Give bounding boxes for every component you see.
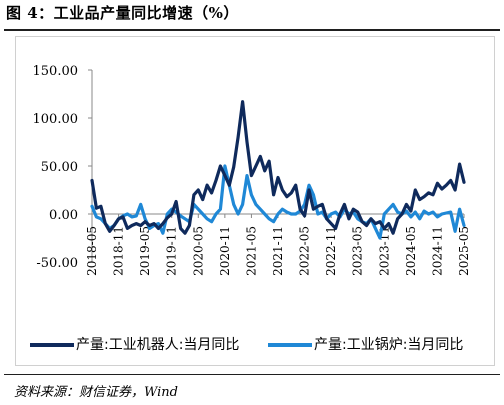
x-tick-label: 2020-05: [191, 226, 205, 276]
y-tick-label: 150.00: [33, 64, 79, 79]
x-tick-label: 2025-05: [457, 226, 471, 276]
chart-frame: [15, 36, 495, 366]
x-tick-label: 2024-11: [430, 226, 444, 276]
source-rule: [4, 374, 500, 375]
legend-label-robot: 产量:工业机器人:当月同比: [76, 337, 240, 353]
x-tick-label: 2023-05: [351, 226, 365, 276]
y-tick-label: 100.00: [33, 112, 79, 127]
legend-label-boiler: 产量:工业锅炉:当月同比: [314, 337, 464, 353]
x-tick-label: 2022-05: [298, 226, 312, 276]
x-tick-label: 2024-05: [404, 226, 418, 276]
chart-legend: 产量:工业机器人:当月同比 产量:工业锅炉:当月同比: [24, 333, 494, 357]
x-tick-label: 2019-11: [165, 226, 179, 276]
legend-swatch-boiler: [268, 343, 312, 347]
series-line-robot: [90, 100, 466, 235]
x-tick-label: 2019-05: [138, 226, 152, 276]
title-rule: [4, 29, 500, 31]
x-tick-label: 2022-11: [324, 226, 338, 276]
legend-item-robot: 产量:工业机器人:当月同比: [30, 333, 239, 357]
y-tick-label: -50.00: [36, 256, 78, 271]
x-tick-label: 2018-05: [85, 226, 99, 276]
x-tick-label: 2021-11: [271, 226, 285, 276]
x-tick-label: 2021-05: [244, 226, 258, 276]
legend-swatch-robot: [30, 343, 74, 347]
x-tick-label: 2018-11: [112, 226, 126, 276]
y-tick-label: 50.00: [41, 160, 78, 175]
source-note: 资料来源：财信证券，Wind: [14, 385, 178, 400]
legend-item-boiler: 产量:工业锅炉:当月同比: [268, 333, 463, 357]
x-tick-label: 2020-11: [218, 226, 232, 276]
figure-title: 图 4：工业品产量同比增速（%）: [6, 4, 239, 22]
y-tick-label: 0.00: [49, 208, 78, 223]
